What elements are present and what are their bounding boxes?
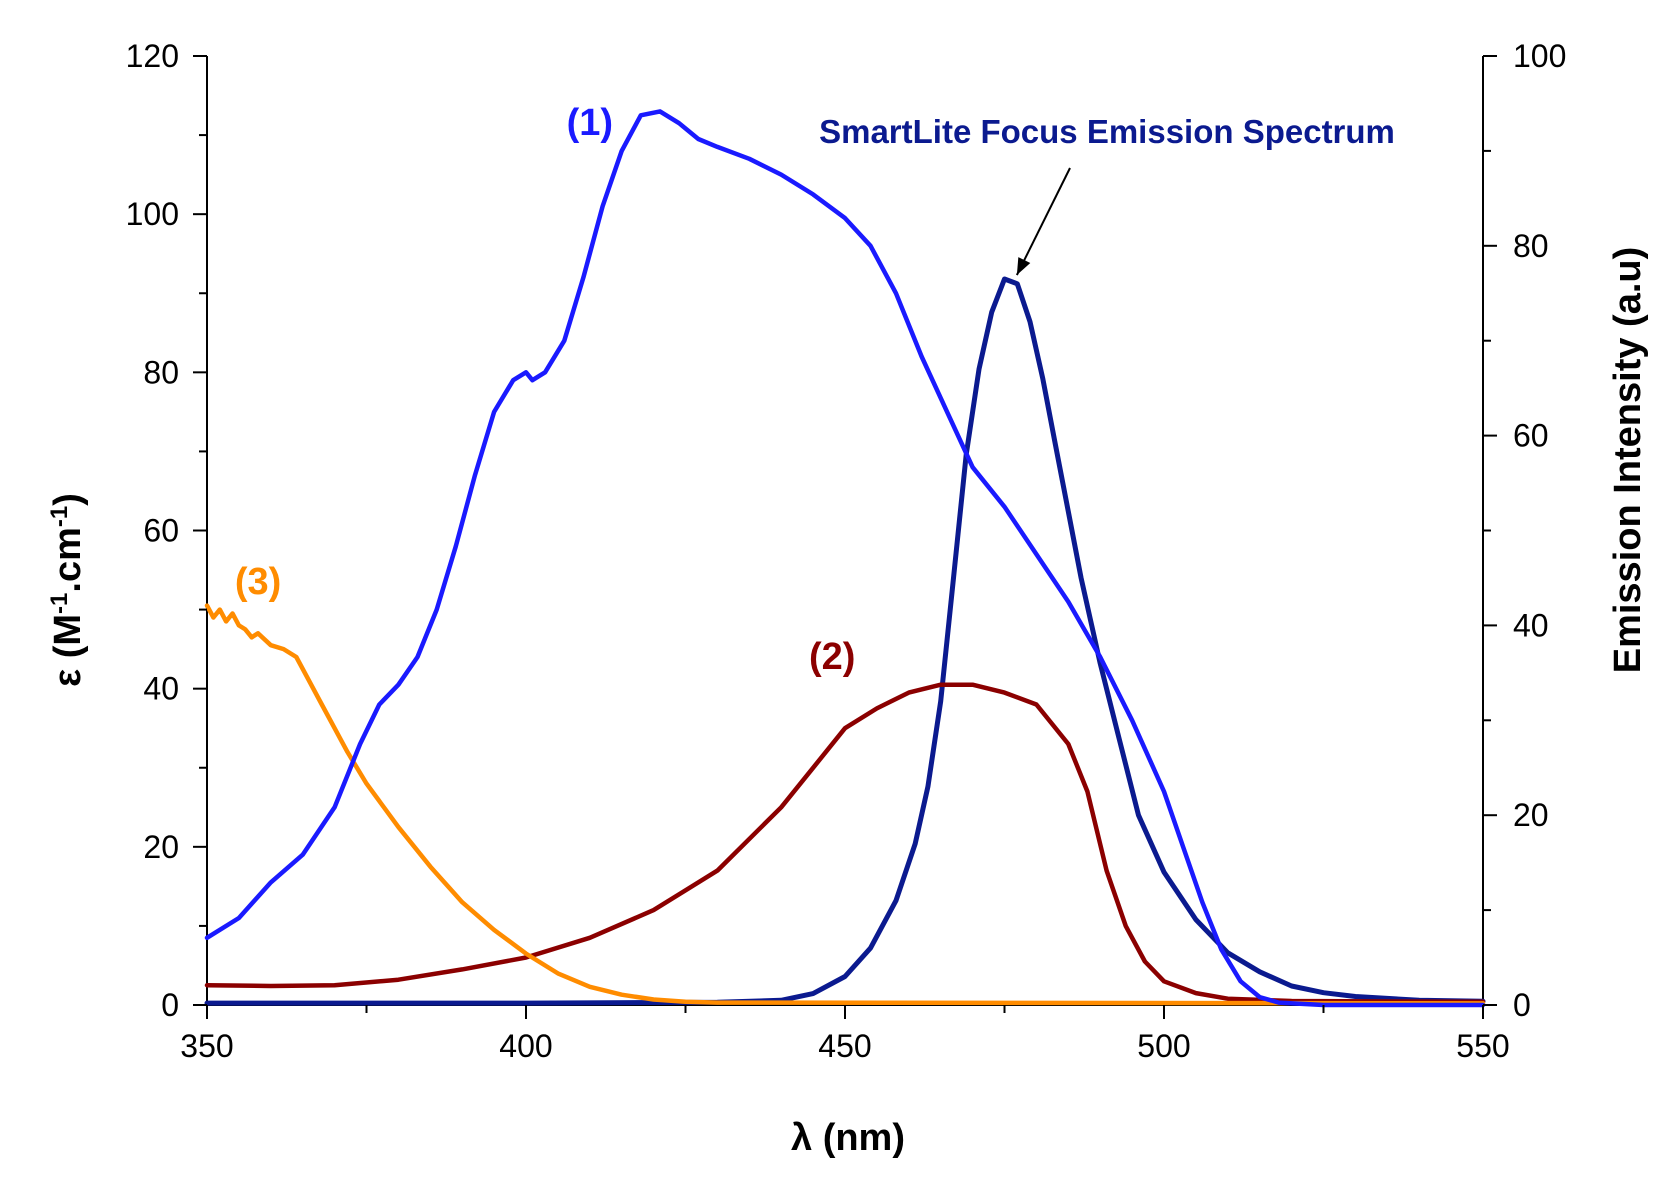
y-right-tick-label: 20 [1513,797,1549,833]
y-left-title-mid: .cm [47,527,89,592]
x-tick-label: 350 [180,1028,233,1064]
y-right-tick-label: 60 [1513,418,1549,454]
y-left-tick-label: 40 [143,671,179,707]
y-left-tick-label: 60 [143,513,179,549]
series-line-1 [204,109,1486,1008]
y-right-tick-label: 80 [1513,228,1549,264]
annotation-arrow-head [1016,257,1031,276]
annotation-label: SmartLite Focus Emission Spectrum [819,113,1395,150]
series-label-2: (2) [809,636,855,678]
y-left-title-prefix: ε (M [47,614,89,687]
series-line-2 [204,682,1486,1005]
x-tick-label: 450 [818,1028,871,1064]
y-left-tick-label: 20 [143,829,179,865]
y-left-title-sup2: -1 [46,506,73,527]
x-tick-label: 550 [1456,1028,1509,1064]
series-line-3 [204,603,1486,1006]
y-left-axis-title: ε (M-1.cm-1) [46,493,90,687]
series-line-emission [204,276,1486,1006]
y-left-title-sup1: -1 [46,593,73,614]
y-right-tick-label: 100 [1513,38,1566,74]
y-left-tick-label: 120 [126,38,179,74]
y-left-tick-label: 80 [143,354,179,390]
series-label-3: (3) [235,561,281,603]
y-right-tick-label: 40 [1513,607,1549,643]
series-label-1: (1) [567,102,613,144]
x-axis-title: λ (nm) [791,1117,905,1159]
y-right-axis-title: Emission Intensity (a.u) [1607,247,1649,674]
x-tick-label: 400 [499,1028,552,1064]
y-right-tick-label: 0 [1513,987,1531,1023]
y-left-tick-label: 0 [161,987,179,1023]
x-tick-label: 500 [1137,1028,1190,1064]
annotation-arrow-line [1015,167,1071,276]
y-left-title-suffix: ) [47,493,89,506]
y-left-tick-label: 100 [126,196,179,232]
